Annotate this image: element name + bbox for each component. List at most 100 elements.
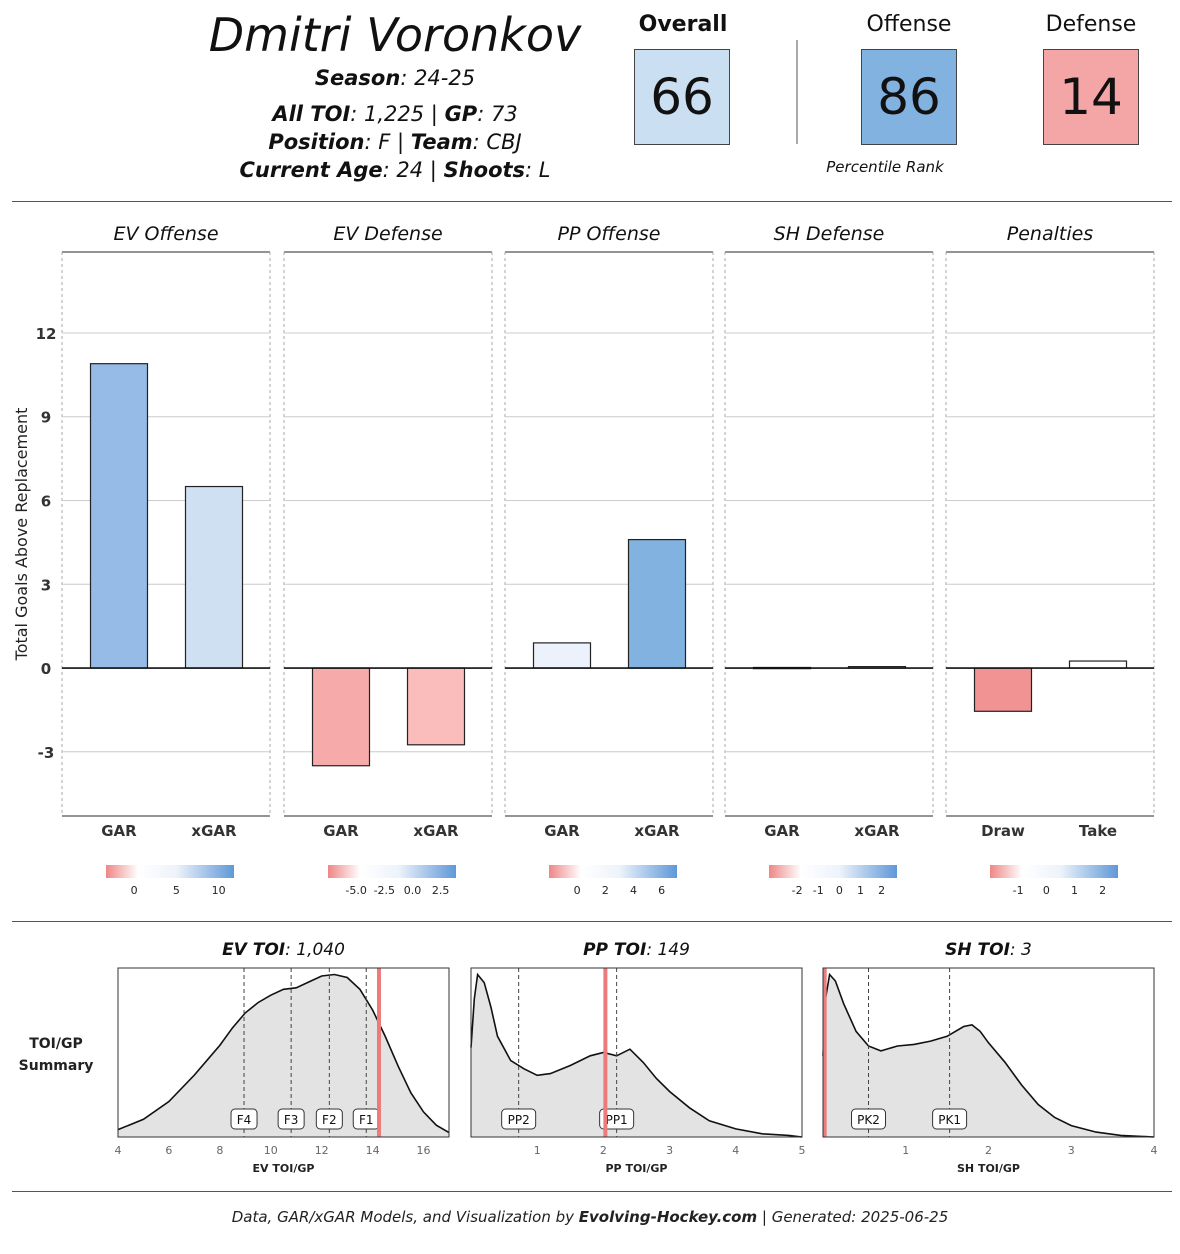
bar-xgar: [406, 667, 466, 746]
toi-x-label: EV TOI/GP: [253, 1162, 315, 1175]
color-legend-tick: 0: [836, 884, 843, 897]
color-legend-tick: 2.5: [432, 884, 450, 897]
panel-ev-defense: EV Defense GAR xGAR -5.0 -2.5 0.0 2.5: [283, 223, 493, 897]
panel-title: EV Offense: [113, 223, 218, 245]
bar-gar: [311, 667, 371, 767]
line-marker-badge: [501, 1108, 537, 1130]
color-legend-tick: -1: [1013, 884, 1024, 897]
toi-x-label: SH TOI/GP: [957, 1162, 1020, 1175]
offense-rank-value: 86: [877, 68, 941, 126]
footer-suffix: | Generated: 2025-06-25: [757, 1208, 949, 1226]
color-legend-tick: 10: [212, 884, 226, 897]
color-legend-bar: [106, 865, 234, 878]
line-marker-label: F1: [359, 1113, 374, 1127]
season-line: Season: 24-25: [40, 66, 750, 90]
footer-credit: Data, GAR/xGAR Models, and Visualization…: [0, 1208, 1180, 1226]
color-legend-tick: 2: [602, 884, 609, 897]
position-team-line: Position: F | Team: CBJ: [40, 130, 750, 154]
toi-x-tick: 8: [216, 1144, 223, 1157]
x-tick-label: Draw: [981, 822, 1025, 840]
density-line: [117, 973, 450, 1134]
bar-take: [1068, 660, 1128, 669]
position-value: : F |: [364, 130, 411, 154]
toi-x-tick: 2: [985, 1144, 992, 1157]
panel-pp-offense: PP Offense GAR xGAR 0 2 4 6: [504, 223, 714, 897]
line-marker-label: F4: [237, 1113, 252, 1127]
percentile-rank-label: Percentile Rank: [826, 158, 944, 176]
toi-summary-label: Summary: [19, 1058, 94, 1074]
color-legend-tick: 5: [173, 884, 180, 897]
toi-summary-label: TOI/GP: [29, 1036, 83, 1052]
toi-panel-frame: [117, 967, 450, 1138]
shoots-label: Shoots: [443, 158, 526, 182]
toi-x-tick: 5: [799, 1144, 806, 1157]
toi-x-tick: 10: [264, 1144, 278, 1157]
line-marker-label: PK2: [857, 1113, 880, 1127]
x-tick-label: xGAR: [413, 822, 459, 840]
y-axis-label: Total Goals Above Replacement: [12, 408, 31, 662]
color-legend-bar: [769, 865, 897, 878]
divider-middle: [12, 921, 1172, 922]
panel-penalties: Penalties Draw Take -1 0 1 2: [945, 223, 1155, 897]
line-marker-label: F2: [322, 1113, 337, 1127]
team-value: : CBJ: [472, 130, 522, 154]
color-legend-tick: 0: [131, 884, 138, 897]
line-marker-badge: [932, 1108, 968, 1130]
toi-x-tick: 1: [902, 1144, 909, 1157]
toi-x-tick: 4: [1151, 1144, 1158, 1157]
color-legend-bar: [549, 865, 677, 878]
position-label: Position: [268, 130, 365, 154]
density-line: [822, 972, 1155, 1138]
density-line: [470, 972, 803, 1138]
gp-label: GP: [444, 102, 478, 126]
x-tick-label: GAR: [323, 822, 359, 840]
toi-x-tick: 3: [1068, 1144, 1075, 1157]
toi-x-tick: 3: [666, 1144, 673, 1157]
line-marker-label: PK1: [938, 1113, 961, 1127]
toi-panel-title: PP TOI: 149: [583, 940, 690, 960]
offense-rank-box: 86: [861, 49, 957, 145]
age-label: Current Age: [239, 158, 383, 182]
line-marker-label: PP1: [606, 1113, 628, 1127]
panel-title: EV Defense: [333, 223, 442, 245]
color-legend-tick: -1: [813, 884, 824, 897]
y-tick-label: -3: [38, 744, 55, 762]
toi-x-tick: 14: [366, 1144, 380, 1157]
x-tick-label: GAR: [544, 822, 580, 840]
toi-chart: TOI/GP Summary EV TOI: 1,040 F4 F3 F2 F1 4 6 8 10 1…: [19, 940, 1158, 1175]
defense-rank-box: 14: [1043, 49, 1139, 145]
panel-ev-offense: EV Offense GAR xGAR 0 5 10: [61, 223, 271, 897]
color-legend-tick: 2: [1099, 884, 1106, 897]
panel-title: SH Defense: [774, 223, 885, 245]
line-marker-badge: [599, 1108, 635, 1130]
x-tick-label: xGAR: [854, 822, 900, 840]
divider-bottom: [12, 1191, 1172, 1192]
y-tick-label: 0: [41, 660, 51, 678]
color-legend-tick: 0: [574, 884, 581, 897]
color-legend-tick: 1: [857, 884, 864, 897]
color-legend-tick: -5.0: [345, 884, 366, 897]
x-tick-label: GAR: [101, 822, 137, 840]
player-name: Dmitri Voronkov: [208, 8, 582, 62]
rank-divider: [796, 40, 798, 144]
toi-x-tick: 4: [732, 1144, 739, 1157]
x-tick-label: GAR: [764, 822, 800, 840]
y-tick-label: 9: [41, 409, 51, 427]
age-value: : 24 |: [382, 158, 444, 182]
defense-rank-title: Defense: [1045, 12, 1137, 37]
color-legend-tick: 4: [630, 884, 637, 897]
toi-panel-2: SH TOI: 3 PK2 PK1 1 2 3 4 SH TOI/GP: [822, 940, 1158, 1175]
overall-rank-value: 66: [650, 68, 714, 126]
line-marker-label: PP2: [508, 1113, 530, 1127]
x-tick-label: xGAR: [191, 822, 237, 840]
color-legend-tick: 0: [1043, 884, 1050, 897]
footer-prefix: Data, GAR/xGAR Models, and Visualization…: [231, 1208, 579, 1226]
toi-x-label: PP TOI/GP: [605, 1162, 667, 1175]
bar-gar: [532, 642, 592, 669]
toi-panel-0: EV TOI: 1,040 F4 F3 F2 F1 4 6 8 10 12 14 16 EV TOI/G…: [115, 940, 450, 1175]
bar-xgar: [184, 485, 244, 669]
age-shoots-line: Current Age: 24 | Shoots: L: [40, 158, 750, 182]
toi-panel-title: EV TOI: 1,040: [222, 940, 345, 960]
line-marker-label: F3: [284, 1113, 299, 1127]
line-marker-badge: [230, 1108, 258, 1130]
